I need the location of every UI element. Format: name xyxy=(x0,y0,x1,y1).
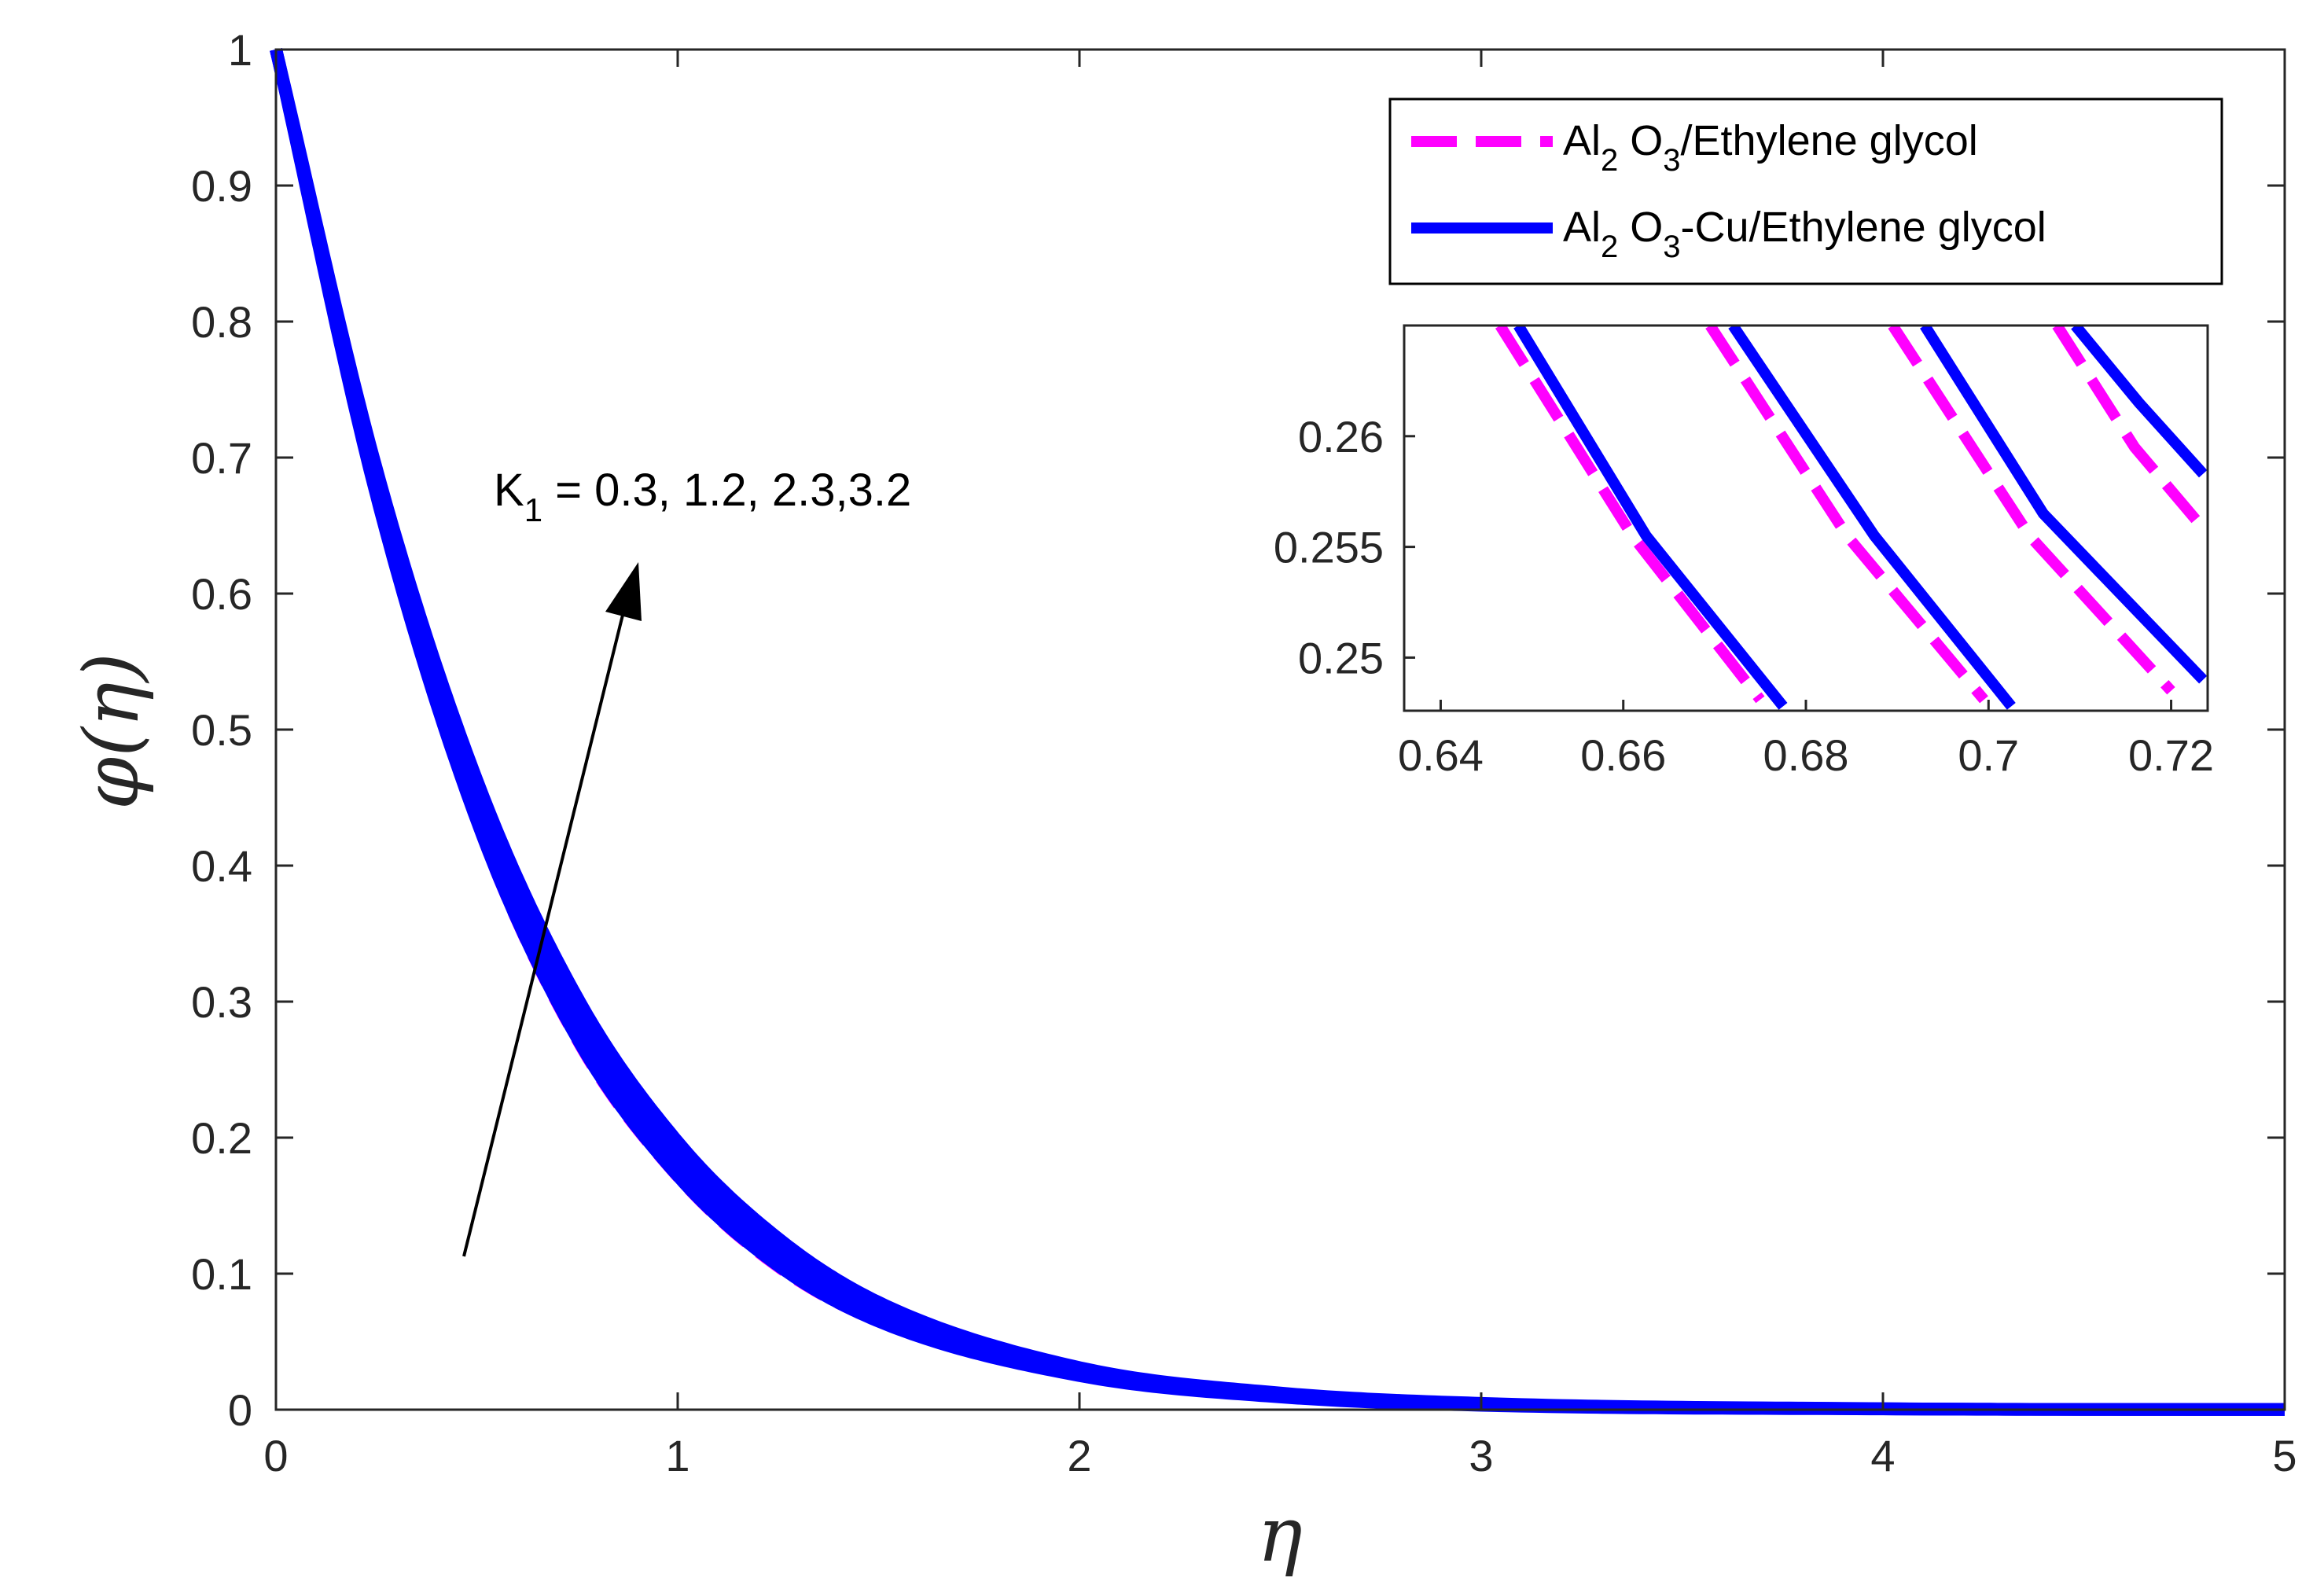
inset-y-tick-label: 0.26 xyxy=(1298,412,1384,462)
k1-arrow-head xyxy=(605,562,642,621)
inset-series-line-4 xyxy=(2052,325,2208,538)
main-y-ticks: 0 0.1 0.2 0.3 0.4 0.5 0.6 0.7 0.8 0.9 1 xyxy=(191,25,2285,1435)
y-tick-label: 0.5 xyxy=(191,705,252,755)
inset-background xyxy=(1404,325,2208,711)
y-axis-label: φ(η) xyxy=(68,653,156,810)
y-tick-label: 0 xyxy=(228,1385,252,1435)
inset-y-tick-label: 0.255 xyxy=(1274,523,1384,572)
inset-series-line-8 xyxy=(2071,325,2208,478)
inset-series-line-1 xyxy=(1495,325,1765,704)
legend-label-al2o3-cu: Al2 O3-Cu/Ethylene glycol xyxy=(1563,204,2046,264)
main-band-overlay-4 xyxy=(270,48,2285,1416)
y-tick-label: 0.1 xyxy=(191,1249,252,1299)
legend-label-al2o3: Al2 O3/Ethylene glycol xyxy=(1563,117,1978,178)
k1-annotation: K1 = 0.3, 1.2, 2.3,3.2 xyxy=(462,465,911,1257)
main-plot: 0 1 2 3 4 5 0 0.1 0.2 0.3 0.4 0.5 0.6 0.7 0.8 0.9 1 η φ… xyxy=(68,25,2297,1579)
inset-curves xyxy=(1495,325,2208,710)
y-tick-label: 0.6 xyxy=(191,569,252,619)
main-x-ticks: 0 1 2 3 4 5 xyxy=(263,50,2297,1480)
y-tick-label: 1 xyxy=(228,25,252,75)
inset-x-tick-label: 0.68 xyxy=(1763,730,1849,780)
x-tick-label: 0 xyxy=(263,1431,288,1480)
inset-x-ticks: 0.64 0.66 0.68 0.7 0.72 xyxy=(1398,700,2214,780)
y-tick-label: 0.7 xyxy=(191,433,252,483)
legend-entry-al2o3-cu: Al2 O3-Cu/Ethylene glycol xyxy=(1411,204,2046,264)
inset-plot: 0.64 0.66 0.68 0.7 0.72 0.25 0.255 0.26 xyxy=(1274,324,2214,780)
inset-series-line-2 xyxy=(1705,325,1988,704)
x-tick-label: 2 xyxy=(1067,1431,1091,1480)
inset-x-tick-label: 0.72 xyxy=(2128,730,2214,780)
y-tick-label: 0.2 xyxy=(191,1113,252,1163)
inset-series-line-5 xyxy=(1513,325,1788,710)
k1-label: K1 = 0.3, 1.2, 2.3,3.2 xyxy=(494,465,911,528)
x-tick-label: 1 xyxy=(665,1431,689,1480)
y-tick-label: 0.4 xyxy=(191,841,252,891)
k1-arrow-shaft xyxy=(462,589,631,1257)
x-tick-label: 3 xyxy=(1469,1431,1493,1480)
x-axis-label: η xyxy=(1257,1491,1303,1579)
inset-y-tick-label: 0.25 xyxy=(1298,633,1384,682)
inset-series-line-3 xyxy=(1888,325,2175,695)
inset-x-tick-label: 0.66 xyxy=(1580,730,1666,780)
inset-series-line-7 xyxy=(1920,325,2208,684)
inset-x-tick-label: 0.64 xyxy=(1398,730,1484,780)
x-tick-label: 4 xyxy=(1870,1431,1895,1480)
legend-box xyxy=(1388,97,2223,285)
y-tick-label: 0.9 xyxy=(191,161,252,211)
inset-y-ticks: 0.25 0.255 0.26 xyxy=(1274,412,1415,682)
y-tick-label: 0.8 xyxy=(191,297,252,347)
main-curves xyxy=(270,48,2285,1416)
y-tick-label: 0.3 xyxy=(191,977,252,1027)
inset-x-tick-label: 0.7 xyxy=(1958,730,2019,780)
x-tick-label: 5 xyxy=(2272,1431,2296,1480)
legend: Al2 O3/Ethylene glycol Al2 O3-Cu/Ethylen… xyxy=(1388,97,2223,285)
inset-series-line-6 xyxy=(1728,325,2016,710)
legend-entry-al2o3: Al2 O3/Ethylene glycol xyxy=(1411,117,1978,178)
